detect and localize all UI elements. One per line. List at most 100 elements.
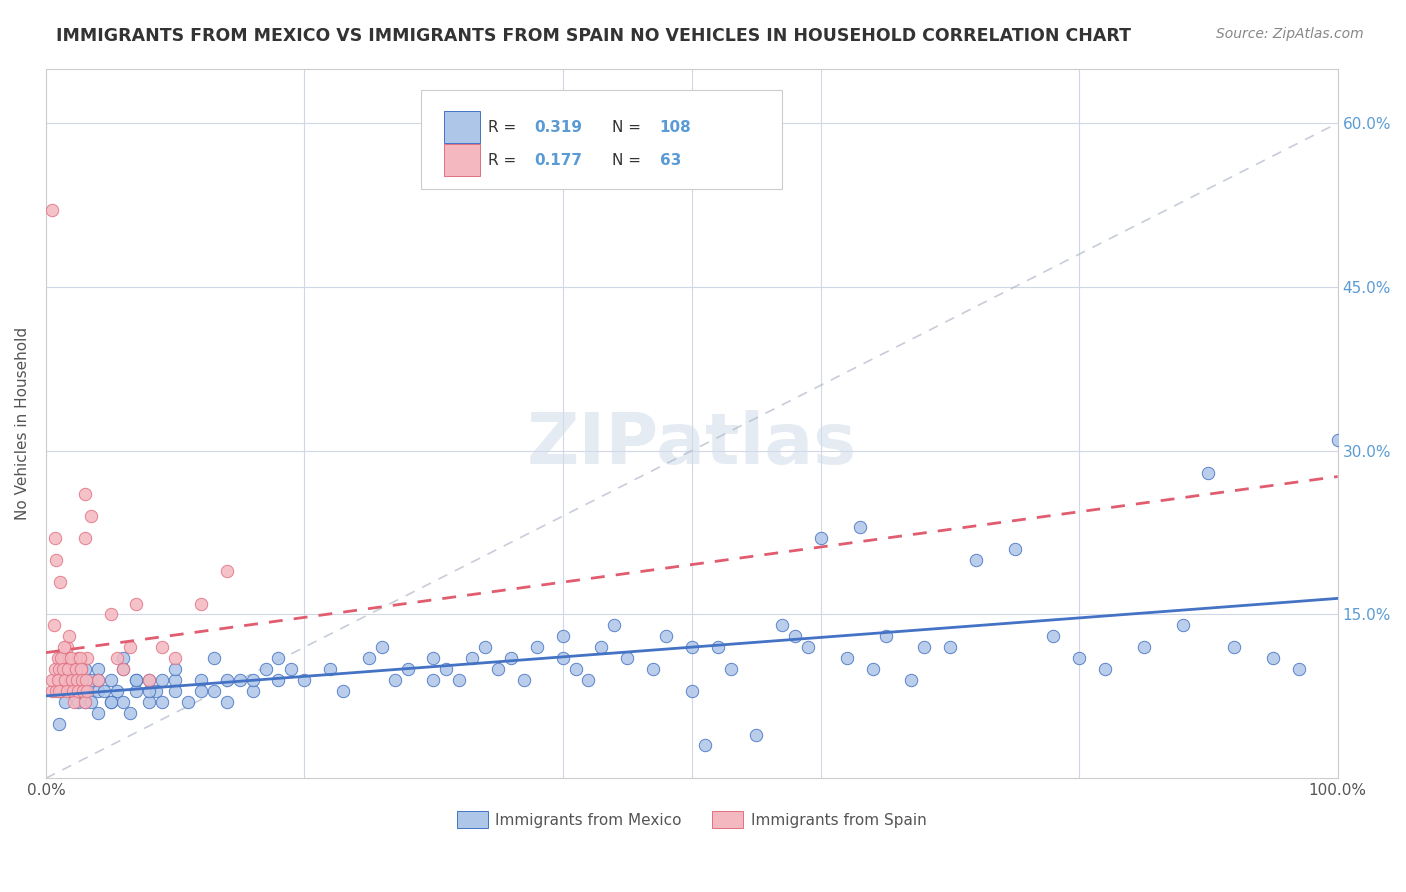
- Point: [150, 695, 173, 709]
- Point: [1069, 651, 1091, 665]
- Point: [100, 695, 122, 709]
- Point: [591, 640, 613, 655]
- Point: [267, 673, 290, 687]
- Point: [513, 673, 536, 687]
- Point: [900, 673, 922, 687]
- Point: [67, 651, 90, 665]
- Point: [578, 673, 600, 687]
- Text: 0.319: 0.319: [534, 120, 582, 135]
- Point: [655, 629, 678, 643]
- Point: [70, 662, 93, 676]
- Point: [58, 651, 80, 665]
- Point: [138, 695, 160, 709]
- Point: [242, 673, 264, 687]
- Point: [67, 673, 90, 687]
- Point: [785, 629, 807, 643]
- Point: [45, 684, 67, 698]
- Point: [1042, 629, 1064, 643]
- Text: N =: N =: [612, 153, 651, 169]
- Point: [76, 651, 98, 665]
- Point: [215, 695, 238, 709]
- Point: [848, 520, 870, 534]
- Point: [706, 640, 728, 655]
- Point: [150, 640, 173, 655]
- Point: [56, 662, 79, 676]
- Point: [41, 684, 63, 698]
- Point: [1288, 662, 1310, 676]
- Point: [100, 695, 122, 709]
- Point: [80, 673, 103, 687]
- Point: [125, 597, 148, 611]
- Point: [384, 673, 406, 687]
- Point: [80, 509, 103, 524]
- Point: [215, 564, 238, 578]
- Point: [616, 651, 638, 665]
- Point: [41, 203, 63, 218]
- Point: [461, 651, 484, 665]
- Point: [1198, 466, 1220, 480]
- Point: [912, 640, 935, 655]
- Point: [48, 684, 70, 698]
- FancyBboxPatch shape: [444, 112, 479, 143]
- Point: [73, 695, 96, 709]
- Text: 63: 63: [659, 153, 681, 169]
- Point: [53, 673, 76, 687]
- Point: [60, 673, 83, 687]
- Point: [319, 662, 342, 676]
- Point: [875, 629, 897, 643]
- Point: [100, 673, 122, 687]
- Point: [202, 684, 225, 698]
- Point: [280, 662, 302, 676]
- Point: [190, 673, 212, 687]
- Point: [797, 640, 820, 655]
- Point: [60, 673, 83, 687]
- Point: [55, 640, 77, 655]
- Point: [526, 640, 548, 655]
- Point: [603, 618, 626, 632]
- Point: [202, 651, 225, 665]
- Point: [46, 651, 69, 665]
- Point: [449, 673, 471, 687]
- Point: [72, 684, 94, 698]
- Point: [67, 673, 90, 687]
- Point: [53, 673, 76, 687]
- Point: [105, 684, 128, 698]
- Point: [267, 651, 290, 665]
- Point: [73, 531, 96, 545]
- FancyBboxPatch shape: [444, 145, 479, 177]
- Point: [112, 662, 135, 676]
- Point: [58, 629, 80, 643]
- Point: [215, 673, 238, 687]
- Point: [965, 553, 987, 567]
- Point: [86, 662, 108, 676]
- Point: [1171, 618, 1194, 632]
- Point: [65, 662, 87, 676]
- Point: [44, 662, 66, 676]
- Point: [693, 739, 716, 753]
- Point: [44, 531, 66, 545]
- Point: [254, 662, 277, 676]
- Point: [73, 487, 96, 501]
- Point: [1261, 651, 1284, 665]
- Point: [73, 684, 96, 698]
- Point: [52, 662, 75, 676]
- Point: [55, 684, 77, 698]
- Point: [105, 651, 128, 665]
- Point: [60, 684, 83, 698]
- Point: [93, 684, 115, 698]
- Text: N =: N =: [612, 120, 645, 135]
- Point: [165, 662, 187, 676]
- Point: [145, 684, 167, 698]
- Point: [551, 651, 574, 665]
- Point: [190, 597, 212, 611]
- Point: [76, 684, 98, 698]
- Point: [67, 684, 90, 698]
- Point: [48, 662, 70, 676]
- Point: [939, 640, 962, 655]
- Point: [75, 673, 97, 687]
- Point: [48, 716, 70, 731]
- Point: [551, 629, 574, 643]
- Point: [73, 662, 96, 676]
- Point: [165, 651, 187, 665]
- Point: [681, 640, 703, 655]
